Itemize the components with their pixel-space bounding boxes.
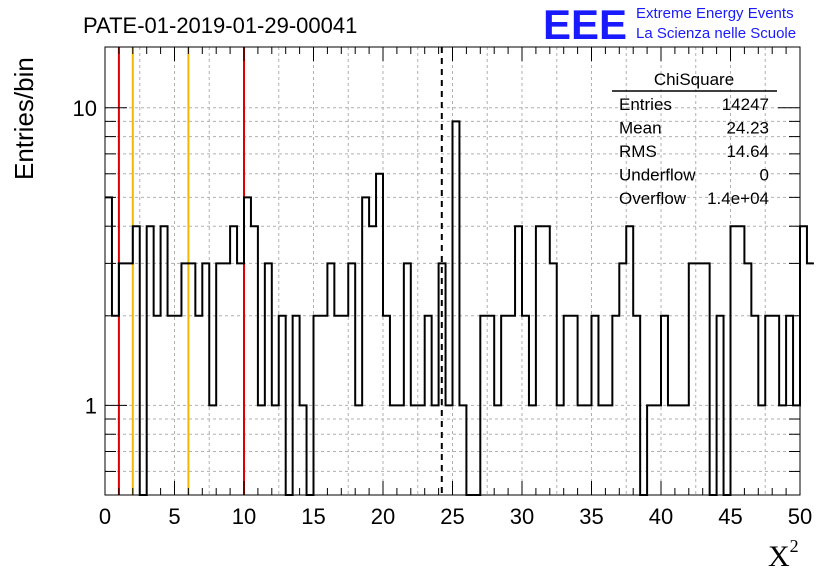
x-tick-label: 20 bbox=[371, 504, 395, 529]
stats-title: ChiSquare bbox=[654, 70, 734, 89]
chart-title: PATE-01-2019-01-29-00041 bbox=[83, 13, 357, 38]
y-axis-ticks: 1 10 bbox=[73, 96, 800, 472]
stats-row-label: Entries bbox=[619, 95, 672, 114]
x-axis-ticks: 0 5 10 15 20 25 30 35 40 45 50 bbox=[99, 47, 812, 529]
logo-mark: EEE bbox=[543, 1, 627, 48]
y-tick-label: 1 bbox=[85, 393, 97, 418]
x-axis-label-base: X bbox=[768, 540, 790, 572]
eee-logo: EEE Extreme Energy Events La Scienza nel… bbox=[543, 1, 796, 48]
stats-row-label: Overflow bbox=[619, 189, 687, 208]
logo-line-1: Extreme Energy Events bbox=[636, 5, 794, 22]
x-tick-label: 15 bbox=[301, 504, 325, 529]
stats-box: ChiSquare Entries 14247 Mean 24.23 RMS 14.64 U… bbox=[612, 70, 777, 208]
x-tick-label: 5 bbox=[168, 504, 180, 529]
y-tick-label: 10 bbox=[73, 96, 97, 121]
x-tick-label: 25 bbox=[440, 504, 464, 529]
x-axis-label: X2 bbox=[768, 536, 799, 572]
stats-row-label: RMS bbox=[619, 142, 657, 161]
stats-row-value: 14247 bbox=[722, 95, 769, 114]
x-tick-label: 10 bbox=[232, 504, 256, 529]
y-axis-label: Entries/bin bbox=[9, 57, 39, 180]
logo-line-2: La Scienza nelle Scuole bbox=[636, 25, 796, 42]
x-tick-label: 0 bbox=[99, 504, 111, 529]
stats-row-value: 24.23 bbox=[726, 119, 769, 138]
x-tick-label: 50 bbox=[788, 504, 812, 529]
stats-row-value: 1.4e+04 bbox=[707, 189, 769, 208]
x-tick-label: 45 bbox=[718, 504, 742, 529]
x-tick-label: 35 bbox=[579, 504, 603, 529]
histogram-outline bbox=[105, 120, 814, 496]
stats-row-value: 0 bbox=[760, 166, 769, 185]
x-tick-label: 30 bbox=[510, 504, 534, 529]
stats-row-value: 14.64 bbox=[726, 142, 769, 161]
x-tick-label: 40 bbox=[649, 504, 673, 529]
x-axis-label-superscript: 2 bbox=[790, 536, 799, 556]
stats-row-label: Underflow bbox=[619, 166, 696, 185]
stats-row-label: Mean bbox=[619, 119, 662, 138]
